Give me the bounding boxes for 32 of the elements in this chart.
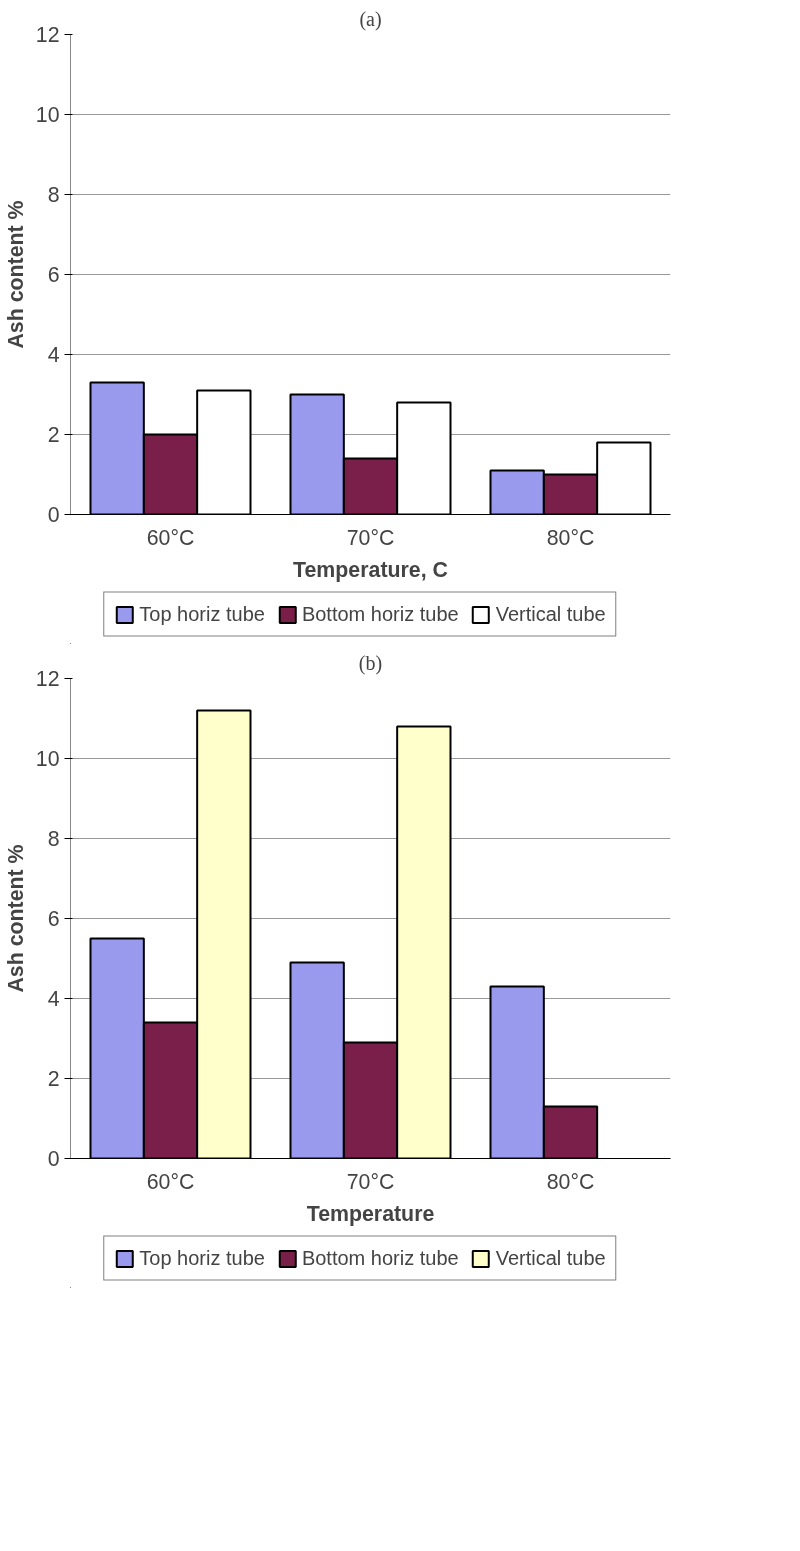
legend-label: Top horiz tube [139,602,265,626]
x-tick-label: 60°C [146,1169,195,1194]
y-tick-label: 10 [35,747,60,771]
y-tick-label: 8 [47,183,60,207]
y-tick-label: 4 [47,987,60,1011]
x-axis-title: Temperature, C [293,557,448,582]
x-tick-label: 80°C [546,1169,595,1194]
x-tick-label: 80°C [546,525,595,550]
x-tick-label: 70°C [346,525,395,550]
chart-title: (a) [359,7,382,31]
legend-label: Bottom horiz tube [301,602,459,626]
y-tick-label: 6 [47,907,60,931]
y-tick-label: 6 [47,263,60,287]
legend-label: Vertical tube [495,1246,606,1270]
y-tick-label: 8 [47,827,60,851]
y-tick-label: 4 [47,343,60,367]
y-tick-label: 0 [47,503,60,527]
y-tick-label: 2 [47,423,60,447]
y-axis-title: Ash content % [3,844,28,993]
chart-title: (b) [358,651,383,675]
x-tick-label: 70°C [346,1169,395,1194]
y-tick-label: 12 [35,23,60,47]
x-tick-label: 60°C [146,525,195,550]
y-tick-label: 12 [35,667,60,691]
legend-label: Top horiz tube [139,1246,265,1270]
y-tick-label: 10 [35,103,60,127]
y-tick-label: 2 [47,1067,60,1091]
y-axis-title: Ash content % [3,200,28,349]
legend-label: Vertical tube [495,602,606,626]
y-tick-label: 0 [47,1147,60,1171]
x-axis-title: Temperature [306,1201,435,1226]
legend-label: Bottom horiz tube [301,1246,459,1270]
